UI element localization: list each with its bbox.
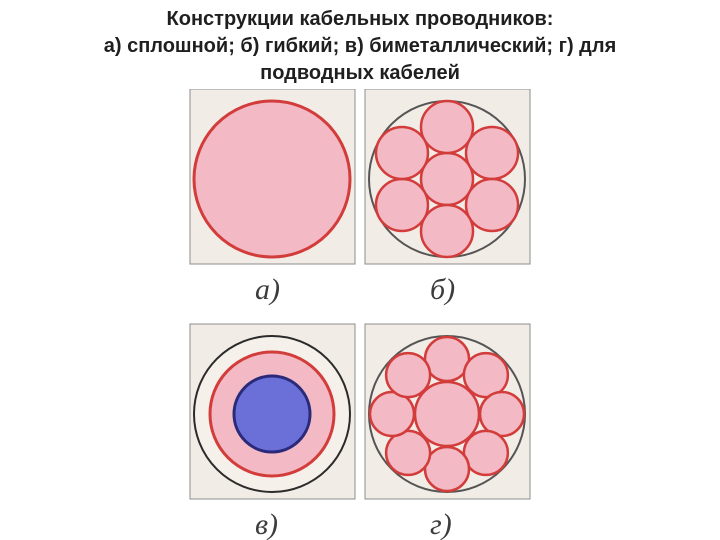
- figure-container: а) б) в) г): [0, 89, 720, 540]
- svg-text:г): г): [430, 508, 452, 540]
- cable-diagram: а) б) в) г): [180, 89, 540, 540]
- title-line-2: а) сплошной; б) гибкий; в) биметаллическ…: [40, 33, 680, 60]
- title-line-3: подводных кабелей: [40, 60, 680, 87]
- svg-text:а): а): [255, 273, 280, 306]
- svg-text:б): б): [430, 273, 455, 306]
- title-line-1: Конструкции кабельных проводников:: [40, 6, 680, 33]
- svg-text:в): в): [255, 508, 278, 540]
- page-title: Конструкции кабельных проводников: а) сп…: [0, 0, 720, 89]
